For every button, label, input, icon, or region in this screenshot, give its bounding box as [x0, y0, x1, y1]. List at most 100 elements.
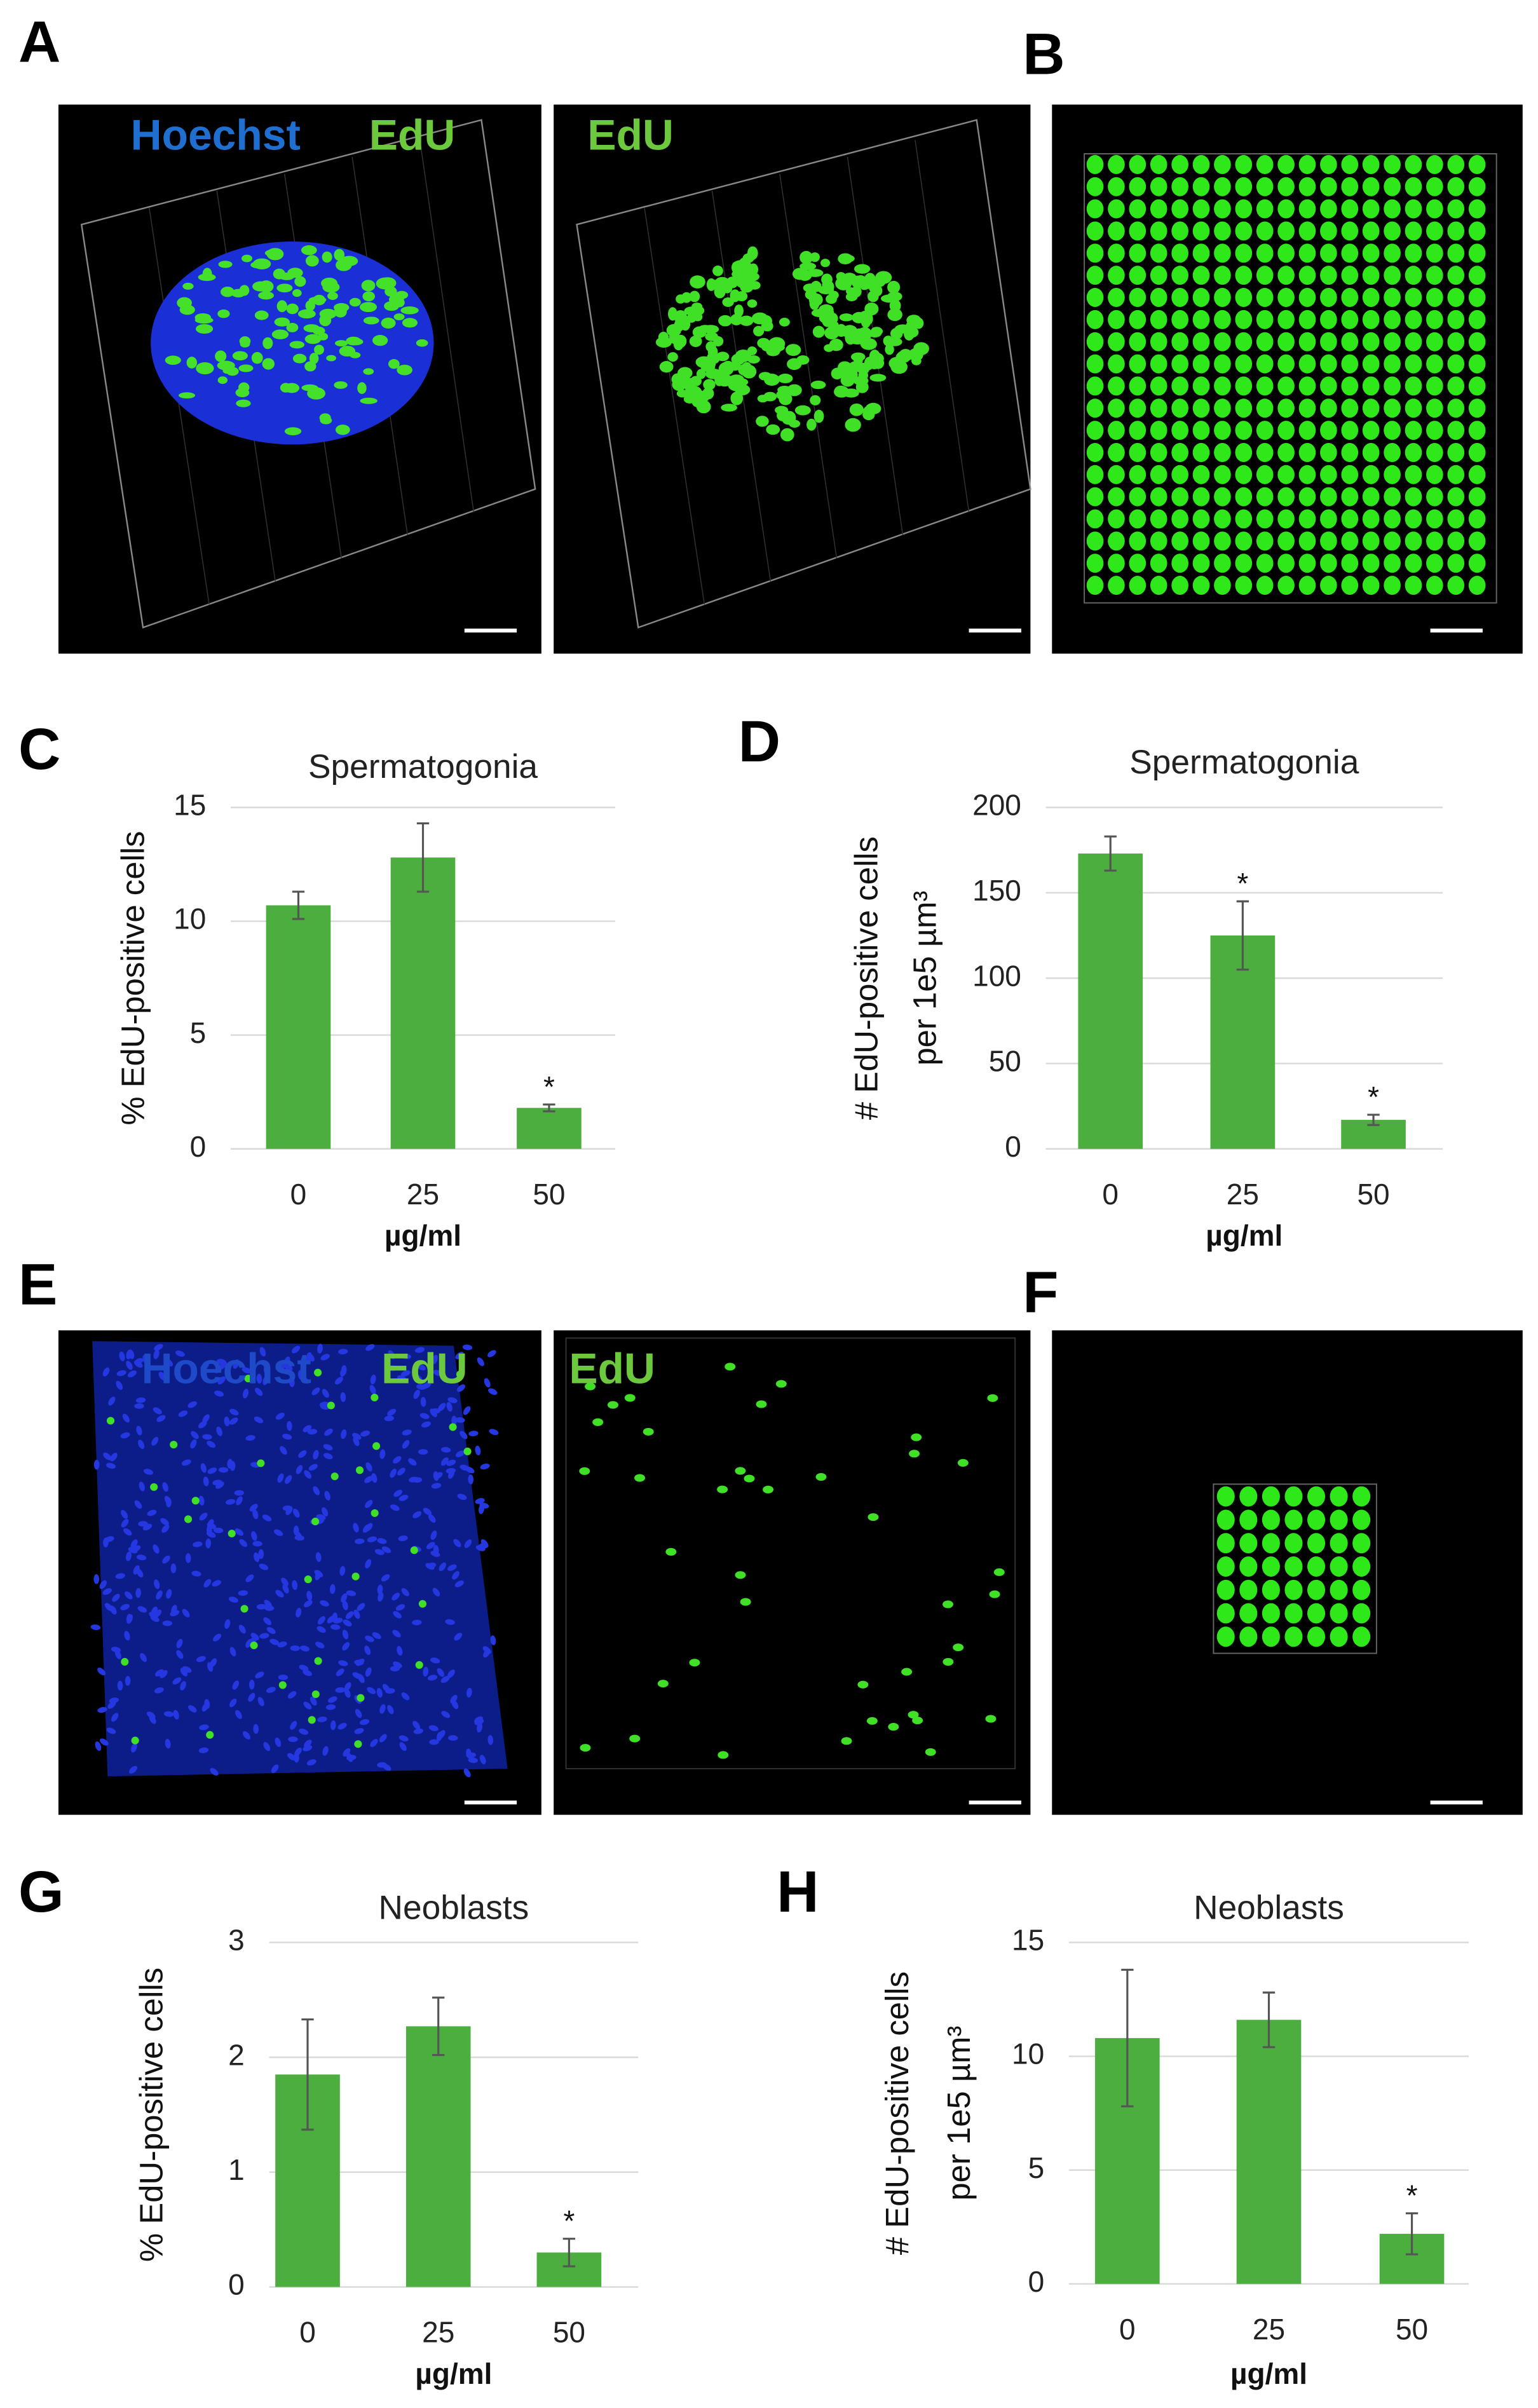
- bead: [1108, 354, 1125, 374]
- bead: [1447, 554, 1465, 573]
- nucleus: [184, 1515, 193, 1523]
- nucleus: [346, 1590, 357, 1596]
- bead: [1256, 332, 1274, 351]
- nucleus: [282, 1584, 289, 1594]
- nucleus: [334, 340, 348, 347]
- nucleus: [862, 409, 875, 421]
- nucleus: [327, 1616, 336, 1624]
- bead: [1150, 442, 1167, 462]
- nucleus: [843, 388, 859, 398]
- image-label: Hoechst: [131, 112, 301, 160]
- nucleus: [870, 327, 883, 336]
- bead: [1256, 266, 1274, 285]
- nucleus: [109, 1605, 117, 1615]
- bead: [1468, 199, 1486, 219]
- nucleus: [402, 1429, 412, 1436]
- bead: [1108, 442, 1125, 462]
- nucleus: [337, 1722, 347, 1730]
- panel-letter: E: [18, 1252, 57, 1317]
- nucleus: [242, 1389, 249, 1399]
- nucleus: [306, 1759, 316, 1766]
- nucleus: [182, 1609, 190, 1617]
- bead: [1320, 332, 1337, 351]
- nucleus: [255, 1671, 264, 1678]
- bead: [1320, 376, 1337, 396]
- nucleus: [489, 1429, 499, 1436]
- nucleus: [135, 1397, 146, 1403]
- bead: [1216, 1626, 1235, 1647]
- nucleus: [381, 1546, 391, 1553]
- bead: [1150, 243, 1167, 263]
- bead: [1468, 487, 1486, 507]
- nucleus: [317, 1616, 325, 1625]
- bead: [1129, 465, 1147, 484]
- nucleus: [904, 327, 915, 341]
- nucleus: [841, 1737, 852, 1745]
- nucleus: [103, 1537, 109, 1548]
- nucleus: [354, 1728, 364, 1734]
- nucleus: [279, 1361, 287, 1370]
- nucleus: [459, 1431, 468, 1439]
- nucleus: [263, 1364, 269, 1374]
- bead: [1108, 465, 1125, 484]
- nucleus: [206, 1731, 214, 1739]
- nucleus: [170, 1563, 177, 1574]
- nucleus: [249, 1504, 258, 1512]
- nucleus: [716, 351, 730, 362]
- nucleus: [172, 1677, 182, 1685]
- bead: [1320, 266, 1337, 285]
- nucleus: [393, 313, 405, 320]
- nucleus: [262, 1514, 272, 1521]
- bead: [1307, 1603, 1326, 1624]
- bead: [1192, 487, 1210, 507]
- bead: [1277, 354, 1295, 374]
- y-axis-label: per 1e5 µm³: [907, 891, 943, 1066]
- nucleus: [178, 1410, 188, 1417]
- nucleus: [850, 352, 866, 362]
- nucleus: [722, 297, 734, 307]
- bead: [1384, 576, 1401, 595]
- nucleus: [800, 250, 813, 264]
- wireframe: [576, 119, 1031, 629]
- nucleus: [318, 332, 329, 341]
- nucleus: [353, 1609, 360, 1619]
- nucleus: [217, 1376, 226, 1385]
- nucleus: [466, 1687, 472, 1698]
- nucleus: [231, 289, 246, 298]
- nucleus: [201, 1703, 209, 1712]
- nucleus: [160, 1670, 168, 1678]
- bead: [1447, 576, 1465, 595]
- bead-frame: [1213, 1483, 1377, 1654]
- nucleus: [377, 1584, 383, 1595]
- error-bar: [292, 890, 305, 920]
- nucleus: [228, 1529, 236, 1538]
- nucleus: [853, 376, 869, 386]
- bead: [1384, 199, 1401, 219]
- nucleus: [887, 308, 902, 322]
- nucleus: [911, 357, 922, 365]
- bead: [1086, 531, 1104, 551]
- bead: [1384, 221, 1401, 241]
- bead: [1352, 1603, 1371, 1624]
- nucleus: [355, 1538, 365, 1544]
- nucleus: [408, 1458, 417, 1466]
- nucleus: [259, 280, 274, 293]
- bead: [1214, 288, 1231, 308]
- nucleus: [475, 1445, 481, 1456]
- nucleus: [227, 1459, 233, 1469]
- nucleus: [343, 1748, 351, 1757]
- image-label: EdU: [369, 112, 455, 160]
- nucleus: [464, 1539, 472, 1548]
- bead: [1277, 243, 1295, 263]
- bead: [1262, 1626, 1280, 1647]
- nucleus: [437, 1668, 445, 1677]
- nucleus: [430, 1657, 440, 1664]
- bead: [1171, 243, 1188, 263]
- nucleus: [875, 271, 892, 284]
- nucleus: [212, 1580, 221, 1587]
- bead: [1108, 199, 1125, 219]
- nucleus: [477, 1357, 484, 1366]
- bead: [1214, 199, 1231, 219]
- nucleus: [103, 1452, 112, 1460]
- nucleus: [121, 1509, 128, 1519]
